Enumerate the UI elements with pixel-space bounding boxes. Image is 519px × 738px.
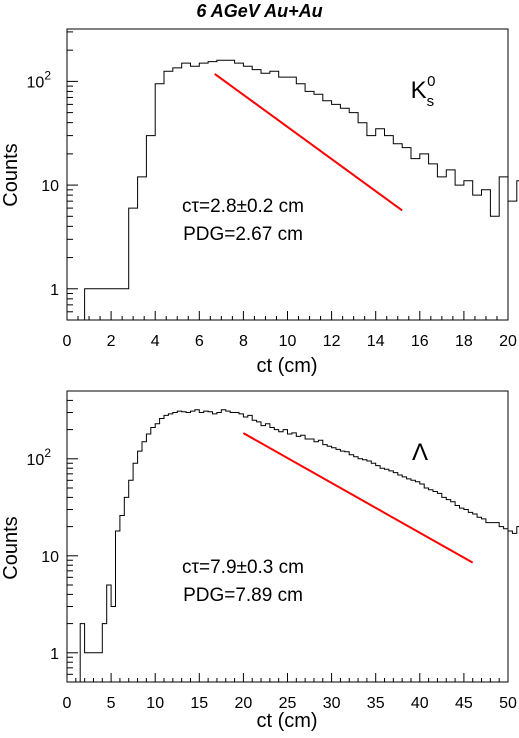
fit-annotation-line: PDG=7.89 cm <box>183 585 303 606</box>
exponential-fit-line <box>242 432 474 564</box>
x-tick-label: 20 <box>235 695 253 712</box>
y-axis-title: Counts <box>0 516 22 579</box>
x-tick-label: 2 <box>107 333 116 350</box>
x-tick-label: 18 <box>455 333 473 350</box>
y-tick-label: 102 <box>27 446 52 469</box>
y-tick-label: 1 <box>50 282 59 299</box>
exponential-fit-line <box>214 73 403 212</box>
fit-annotation-line: cτ=7.9±0.3 cm <box>182 557 304 578</box>
y-tick-label: 10 <box>41 549 59 566</box>
x-tick-label: 30 <box>323 695 341 712</box>
x-tick-label: 10 <box>279 333 297 350</box>
particle-label: Λ <box>412 439 428 466</box>
y-axis-title: Counts <box>0 143 22 206</box>
x-tick-label: 4 <box>151 333 160 350</box>
y-tick-label: 10 <box>41 178 59 195</box>
x-tick-label: 10 <box>146 695 164 712</box>
particle-label: Ks0 <box>411 73 436 110</box>
fit-annotation-line: PDG=2.67 cm <box>183 224 303 245</box>
x-tick-label: 40 <box>411 695 429 712</box>
x-tick-label: 45 <box>455 695 473 712</box>
x-tick-label: 12 <box>323 333 341 350</box>
chart-panel-top: 0 2 4 6 8 10 12 14 16 18 20 1 10 102 Counts ct (cm) cτ=2… <box>0 28 519 377</box>
x-tick-label: 6 <box>195 333 204 350</box>
x-axis-title: ct (cm) <box>256 710 317 732</box>
y-tick-label: 1 <box>50 646 59 663</box>
y-tick-label: 102 <box>27 68 52 91</box>
page-title: 6 AGeV Au+Au <box>196 1 323 21</box>
x-tick-label: 5 <box>107 695 116 712</box>
x-tick-label: 15 <box>190 695 208 712</box>
x-tick-label: 25 <box>279 695 297 712</box>
x-tick-label: 50 <box>499 695 517 712</box>
plot-frame <box>66 28 509 321</box>
x-tick-label: 0 <box>63 695 72 712</box>
x-tick-label: 16 <box>411 333 429 350</box>
x-tick-label: 0 <box>63 333 72 350</box>
x-tick-label: 8 <box>239 333 248 350</box>
fit-annotation-line: cτ=2.8±0.2 cm <box>182 196 304 217</box>
plot-frame <box>66 390 509 683</box>
x-tick-label: 35 <box>367 695 385 712</box>
x-tick-label: 20 <box>499 333 517 350</box>
x-tick-label: 14 <box>367 333 385 350</box>
histogram-series <box>84 59 519 320</box>
x-axis-title: ct (cm) <box>256 355 317 377</box>
chart-panel-bottom: 0 5 10 15 20 25 30 35 40 45 50 1 10 102 Counts ct (cm) c… <box>0 390 519 732</box>
histogram-series <box>79 409 519 682</box>
